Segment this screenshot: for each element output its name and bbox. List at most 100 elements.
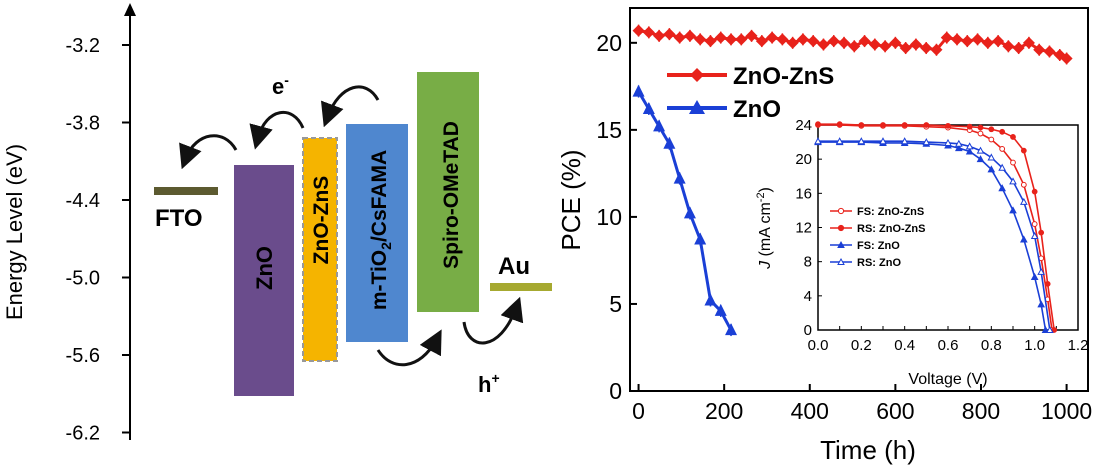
- energy-axis-label: Energy Level (eV): [2, 144, 27, 320]
- jv-inset-chart: 0.0 0.2 0.4 0.6 0.8 1.0 1.2 0 4 8 12 16 20 24 Voltage…: [755, 117, 1088, 388]
- jv-series-group: [814, 121, 1058, 333]
- jv-x-tick-label: 1.2: [1068, 337, 1089, 354]
- pce-point-zno-zns: [766, 31, 779, 44]
- jv-point: [836, 121, 843, 128]
- pce-point-zno-zns: [1012, 42, 1025, 55]
- energy-tick-label: -5.6: [66, 345, 100, 367]
- jv-x-tick-label: 0.0: [808, 337, 829, 354]
- pce-point-zno-zns: [868, 38, 881, 51]
- jv-point: [814, 137, 822, 145]
- jv-point: [923, 122, 930, 128]
- pce-point-zno-zns: [786, 36, 799, 49]
- pce-plot-frame: [629, 7, 1089, 392]
- spiro-ometad-band-box: [417, 72, 479, 312]
- pce-point-zno-zns: [755, 35, 768, 48]
- pce-point-zno-zns: [817, 38, 830, 51]
- jv-point: [944, 138, 952, 146]
- pce-point-zno: [725, 323, 738, 336]
- pce-series-line-zno: [637, 90, 733, 331]
- fto-level-bar: [154, 187, 218, 195]
- pce-x-tick-label: 800: [962, 398, 1000, 424]
- jv-point: [1041, 325, 1050, 333]
- pce-point-zno-zns: [745, 29, 758, 42]
- jv-point: [1037, 267, 1046, 275]
- pce-point-zno-zns: [1002, 40, 1015, 53]
- jv-point: [1031, 221, 1038, 227]
- pce-x-tick-label: 1000: [1041, 398, 1092, 424]
- jv-point: [1009, 177, 1017, 185]
- jv-point: [1019, 197, 1028, 205]
- jv-point: [900, 137, 909, 145]
- zno-band-box: [234, 165, 294, 396]
- jv-x-tick-label: 1.0: [1024, 337, 1045, 354]
- pce-y-tick-label: 5: [609, 291, 622, 317]
- jv-y-tick-label: 24: [795, 117, 812, 134]
- jv-legend: FS: ZnO-ZnS RS: ZnO-ZnS FS: ZnO RS: ZnO: [830, 206, 925, 269]
- pce-point-zno-zns: [838, 36, 851, 49]
- jv-y-tick-label: 0: [804, 322, 812, 339]
- energy-axis-arrowhead: [124, 3, 136, 16]
- jv-y-tick-label: 12: [795, 220, 812, 237]
- pce-point-zno-zns: [683, 29, 696, 42]
- jv-y-tick-label: 4: [804, 288, 812, 305]
- pce-point-zno-zns: [961, 35, 974, 48]
- pce-point-zno: [642, 101, 655, 114]
- tio2-csfama-box-label: m-TiO2/CsFAMA: [368, 150, 394, 310]
- pce-point-zno-zns: [827, 35, 840, 48]
- jv-point: [976, 146, 985, 154]
- jv-point: [858, 122, 865, 128]
- energy-tick-label: -3.8: [66, 113, 100, 135]
- pce-x-tick-label: 200: [705, 398, 743, 424]
- jv-point: [977, 130, 984, 137]
- au-label: Au: [498, 253, 530, 280]
- pce-point-zno: [704, 293, 717, 306]
- fto-label: FTO: [155, 205, 203, 232]
- jv-x-tick-label: 0.4: [894, 337, 915, 354]
- pce-point-zno-zns: [920, 42, 933, 55]
- pce-y-tick-label: 10: [596, 204, 622, 230]
- pce-point-zno-zns: [653, 29, 666, 42]
- pce-y-tick-label: 15: [596, 117, 622, 143]
- jv-point: [987, 165, 996, 173]
- jv-point: [857, 137, 866, 145]
- jv-point: [988, 126, 995, 133]
- jv-point: [999, 146, 1006, 152]
- jv-legend-marker: [837, 224, 845, 232]
- pce-point-zno-zns: [796, 33, 809, 46]
- jv-point: [966, 123, 973, 130]
- pce-point-zno-zns: [1022, 36, 1035, 49]
- tio2-csfama-band-box: [346, 124, 408, 342]
- jv-point: [1019, 235, 1028, 243]
- jv-x-axis-label: Voltage (V): [908, 371, 987, 388]
- jv-point: [998, 163, 1007, 171]
- pce-point-zno: [653, 119, 666, 132]
- pce-x-axis-label: Time (h): [820, 435, 916, 465]
- jv-point: [922, 138, 931, 146]
- pce-point-zno-zns: [971, 33, 984, 46]
- pce-point-zno-zns: [632, 24, 645, 37]
- jv-legend-label: FS: ZnO: [857, 240, 900, 252]
- jv-legend-marker: [837, 240, 845, 248]
- pce-point-zno-zns: [899, 42, 912, 55]
- zno-zns-band-box: [302, 137, 338, 362]
- pce-point-zno: [663, 136, 676, 149]
- pce-point-zno-zns: [704, 35, 717, 48]
- pce-point-zno-zns: [940, 31, 953, 44]
- spiro-ometad-box-label: Spiro-OMeTAD: [440, 121, 463, 269]
- jv-point: [965, 147, 974, 155]
- jv-point: [1045, 325, 1054, 333]
- jv-point: [1044, 280, 1051, 287]
- pce-point-zno-zns: [1043, 45, 1056, 58]
- pce-x-tick-label: 0: [632, 398, 645, 424]
- jv-point: [835, 137, 844, 145]
- jv-point: [1020, 147, 1027, 154]
- pce-point-zno-zns: [889, 36, 902, 49]
- jv-point: [1020, 181, 1027, 188]
- zno-box-label: ZnO: [252, 246, 277, 290]
- jv-x-tick-label: 0.8: [981, 337, 1002, 354]
- pce-point-zno-zns: [909, 38, 922, 51]
- jv-legend-label: RS: ZnO-ZnS: [857, 223, 925, 235]
